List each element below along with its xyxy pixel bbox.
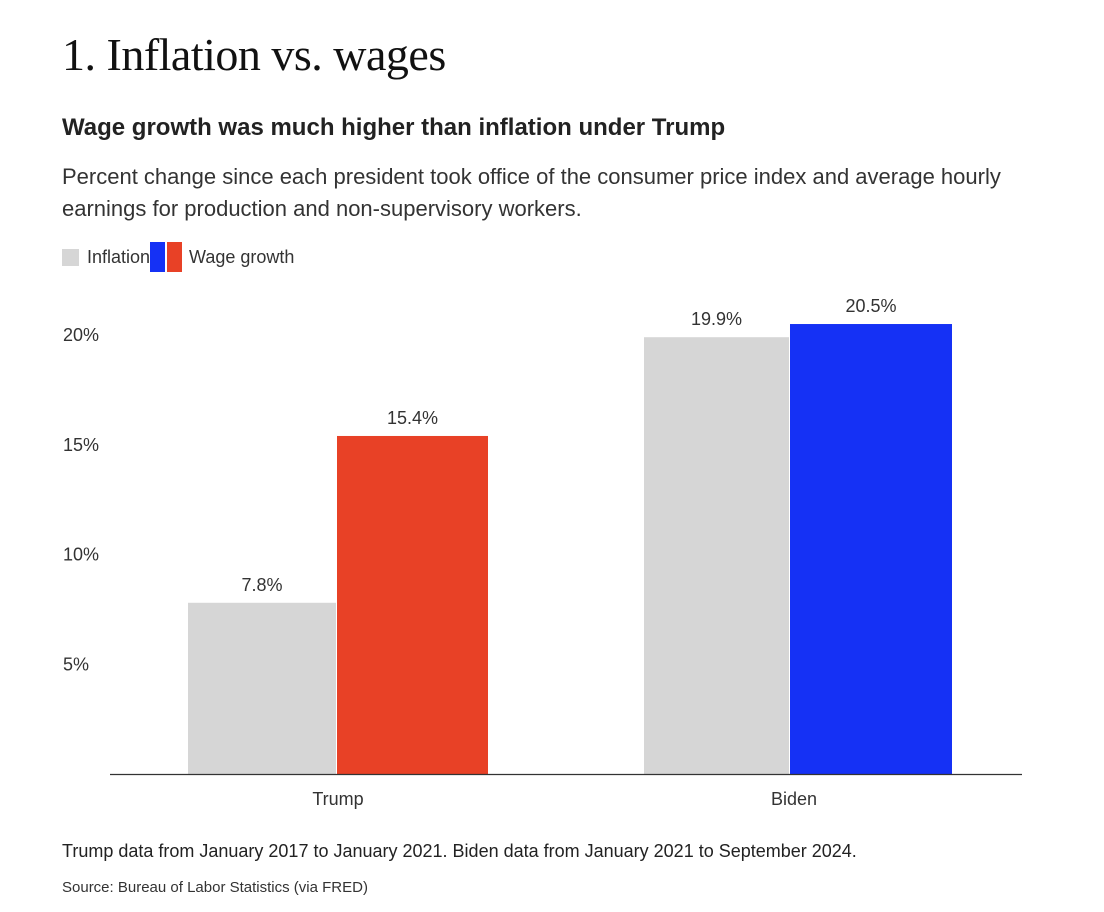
chart-subtitle: Percent change since each president took…	[62, 164, 1001, 221]
legend-item-inflation: Inflation	[62, 247, 150, 268]
bar-value-label: 7.8%	[241, 575, 282, 595]
bar-value-labels: 7.8% 15.4% 19.9% 20.5%	[241, 296, 896, 595]
y-tick-label: 10%	[63, 545, 99, 565]
legend-swatch-wage-biden	[150, 242, 166, 272]
y-tick-label: 5%	[63, 654, 89, 674]
chart-legend: Inflation Wage growth	[62, 242, 294, 272]
y-axis: 5% 10% 15% 20%	[63, 325, 99, 674]
bar-value-label: 19.9%	[691, 309, 742, 329]
legend-swatch-wage-growth	[150, 242, 183, 272]
legend-label-inflation: Inflation	[87, 246, 151, 267]
bar-trump-wage-growth	[337, 435, 488, 774]
y-tick-label: 15%	[63, 435, 99, 455]
bar-value-label: 20.5%	[845, 296, 896, 316]
legend-swatch-inflation	[62, 248, 79, 266]
bar-trump-inflation	[188, 602, 336, 774]
bar-chart: 5% 10% 15% 20% 7.8% 15.4% 19.9% 20.5% Trump Bid…	[63, 296, 1022, 809]
chart-title: Wage growth was much higher than inflati…	[62, 114, 726, 141]
bar-biden-wage-growth	[790, 324, 952, 774]
x-tick-label: Biden	[771, 789, 817, 809]
legend-item-wage-growth: Wage growth	[150, 242, 294, 272]
chart-source: Source: Bureau of Labor Statistics (via …	[62, 879, 368, 896]
bars	[188, 324, 952, 774]
x-tick-label: Trump	[312, 789, 363, 809]
page-title: 1. Inflation vs. wages	[62, 29, 446, 80]
legend-swatch-wage-trump	[167, 242, 183, 272]
legend-label-wage-growth: Wage growth	[189, 246, 295, 267]
y-tick-label: 20%	[63, 325, 99, 345]
x-axis: Trump Biden	[312, 789, 817, 809]
chart-footnote: Trump data from January 2017 to January …	[62, 841, 857, 861]
bar-biden-inflation	[644, 337, 789, 774]
bar-value-label: 15.4%	[387, 408, 438, 428]
